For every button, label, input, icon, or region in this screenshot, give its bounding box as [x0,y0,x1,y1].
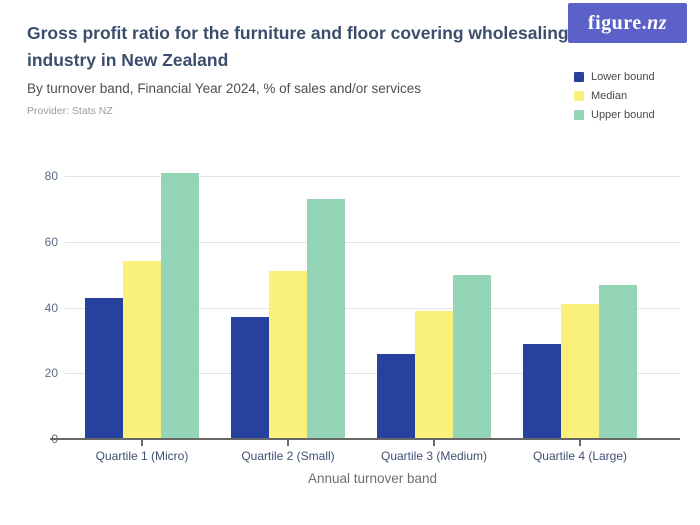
logo-text-suffix: nz [647,11,668,34]
logo-text-prefix: figure. [587,11,648,34]
legend-label: Median [591,89,628,102]
y-axis-tick-label: 40 [44,300,58,315]
legend-swatch [574,109,584,120]
y-axis-tick-label: 60 [44,234,58,249]
plot-area [65,153,680,439]
x-axis-tick [287,440,289,446]
x-axis-category-label: Quartile 4 (Large) [532,449,628,463]
provider-attribution: Provider: Stats NZ [27,105,113,117]
x-axis-category-labels: Quartile 1 (Micro) Quartile 2 (Small) Quar… [65,449,680,465]
x-axis-category-label: Quartile 1 (Micro) [95,449,189,463]
y-axis-labels: 020406080 [18,153,58,446]
legend-label: Upper bound [591,108,655,121]
bar-group-1 [85,153,199,439]
bar-median [123,261,161,439]
y-axis-tick-label: 20 [44,366,58,381]
bar-lower-bound [85,297,123,439]
x-axis-tick [433,440,435,446]
bar-group-2 [231,153,345,439]
legend-swatch [574,71,584,82]
bar-lower-bound [231,317,269,439]
legend-item: Median [574,86,700,105]
bar-upper-bound [453,274,491,439]
x-axis-ticks [65,440,680,446]
chart-subtitle: By turnover band, Financial Year 2024, %… [27,81,421,96]
x-axis-tick [141,440,143,446]
bar-upper-bound [307,199,345,439]
bar-group-4 [523,153,637,439]
legend-item: Lower bound [574,67,700,86]
x-axis-title: Annual turnover band [307,471,438,486]
gridline [65,241,680,243]
legend-swatch [574,90,584,101]
bar-group-3 [377,153,491,439]
x-axis-category-label: Quartile 2 (Small) [241,449,335,463]
legend-label: Lower bound [591,70,655,83]
y-axis-tick-label: 80 [44,169,58,184]
bar-upper-bound [599,284,637,439]
bar-upper-bound [161,172,199,439]
x-axis-line [50,438,680,440]
gridline [65,373,680,375]
gridline [65,307,680,309]
bar-lower-bound [377,353,415,439]
figure-nz-logo[interactable]: figure.nz [568,3,687,43]
gridlines-layer [65,153,680,439]
legend-item: Upper bound [574,105,700,124]
bar-median [561,304,599,439]
page-title: Gross profit ratio for the furniture and… [27,23,569,70]
gridline [65,176,680,178]
logo-text: figure.nz [588,12,667,35]
bar-median [269,271,307,439]
bar-median [415,310,453,439]
x-axis-tick [579,440,581,446]
chart-legend: Lower bound Median Upper bound [574,67,700,124]
x-axis-category-label: Quartile 3 (Medium) [380,449,488,463]
bar-lower-bound [523,343,561,439]
